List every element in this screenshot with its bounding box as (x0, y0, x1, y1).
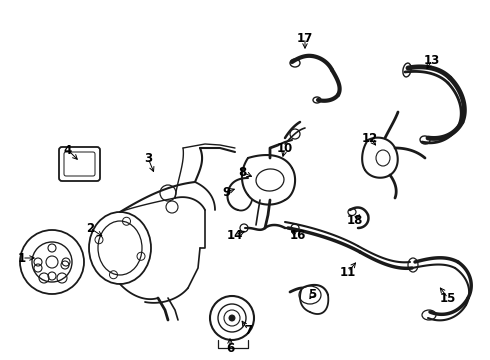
Text: 6: 6 (226, 342, 234, 355)
Text: 5: 5 (308, 288, 316, 302)
Text: 1: 1 (18, 252, 26, 265)
Text: 14: 14 (227, 229, 243, 242)
Ellipse shape (89, 212, 151, 284)
Text: 12: 12 (362, 131, 378, 144)
Text: 15: 15 (440, 292, 456, 305)
Text: 11: 11 (340, 266, 356, 279)
Text: 13: 13 (424, 54, 440, 67)
Text: 18: 18 (347, 213, 363, 226)
Circle shape (20, 230, 84, 294)
FancyBboxPatch shape (59, 147, 100, 181)
Text: 17: 17 (297, 32, 313, 45)
Circle shape (210, 296, 254, 340)
Text: 9: 9 (222, 185, 230, 198)
Text: 8: 8 (238, 166, 246, 179)
Text: 7: 7 (244, 324, 252, 337)
Text: 3: 3 (144, 152, 152, 165)
Circle shape (229, 315, 235, 321)
Text: 4: 4 (64, 144, 72, 157)
Text: 16: 16 (290, 229, 306, 242)
Text: 2: 2 (86, 221, 94, 234)
Text: 10: 10 (277, 141, 293, 154)
